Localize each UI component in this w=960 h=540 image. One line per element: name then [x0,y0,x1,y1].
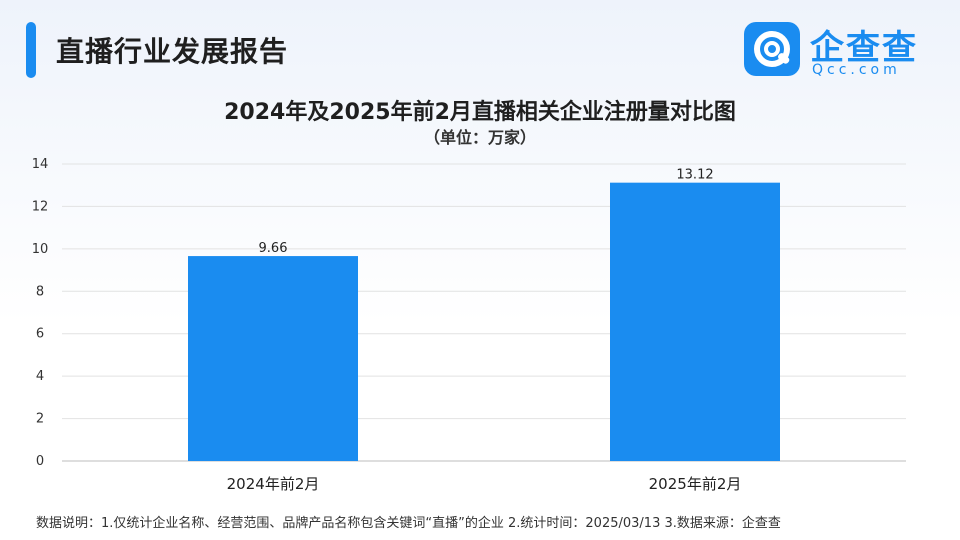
bar [188,256,358,461]
y-tick-label: 12 [32,199,49,214]
logo-name-en: Qcc.com [812,62,901,78]
data-label: 9.66 [259,241,288,256]
y-tick-label: 0 [36,454,44,469]
data-label: 13.12 [676,168,713,183]
x-tick-label: 2024年前2月 [227,475,320,493]
chart-title: 2024年及2025年前2月直播相关企业注册量对比图 [224,100,736,125]
qcc-logo-icon [744,22,800,76]
bar [610,182,780,461]
title-accent-bar [26,22,36,78]
y-tick-label: 4 [36,369,44,384]
y-tick-label: 10 [32,242,49,257]
y-tick-label: 6 [36,327,44,342]
y-tick-label: 14 [32,157,49,172]
logo-name-cn: 企查查 [810,28,918,68]
x-tick-label: 2025年前2月 [649,475,742,493]
report-title: 直播行业发展报告 [56,35,289,68]
footnote: 数据说明：1.仅统计企业名称、经营范围、品牌产品名称包含关键词“直播”的企业 2… [36,516,781,531]
brand-logo: 企查查 Qcc.com [744,20,934,80]
y-tick-label: 8 [36,284,44,299]
chart-subtitle: （单位：万家） [423,128,536,147]
y-tick-label: 2 [36,412,44,427]
